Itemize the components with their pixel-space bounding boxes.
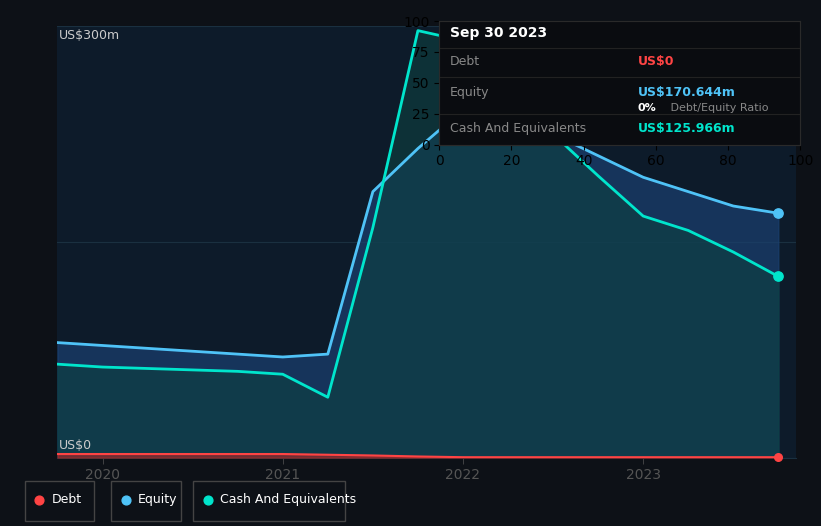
Text: Debt/Equity Ratio: Debt/Equity Ratio [667,103,768,113]
Point [772,272,785,281]
Text: US$300m: US$300m [59,29,120,42]
Text: US$0: US$0 [638,55,674,68]
Point [33,495,46,504]
FancyBboxPatch shape [25,481,94,521]
FancyBboxPatch shape [111,481,181,521]
Point [119,495,132,504]
Point [772,209,785,217]
Text: US$0: US$0 [59,439,92,452]
Text: Debt: Debt [52,493,82,506]
Point [201,495,214,504]
Text: Sep 30 2023: Sep 30 2023 [450,26,548,41]
Text: Equity: Equity [138,493,177,506]
Text: Cash And Equivalents: Cash And Equivalents [450,122,586,135]
Text: Debt: Debt [450,55,480,68]
Text: Equity: Equity [450,86,489,99]
Point [772,453,785,461]
Text: US$125.966m: US$125.966m [638,122,736,135]
Text: Cash And Equivalents: Cash And Equivalents [220,493,356,506]
Text: US$170.644m: US$170.644m [638,86,736,99]
FancyBboxPatch shape [193,481,345,521]
Text: 0%: 0% [638,103,657,113]
